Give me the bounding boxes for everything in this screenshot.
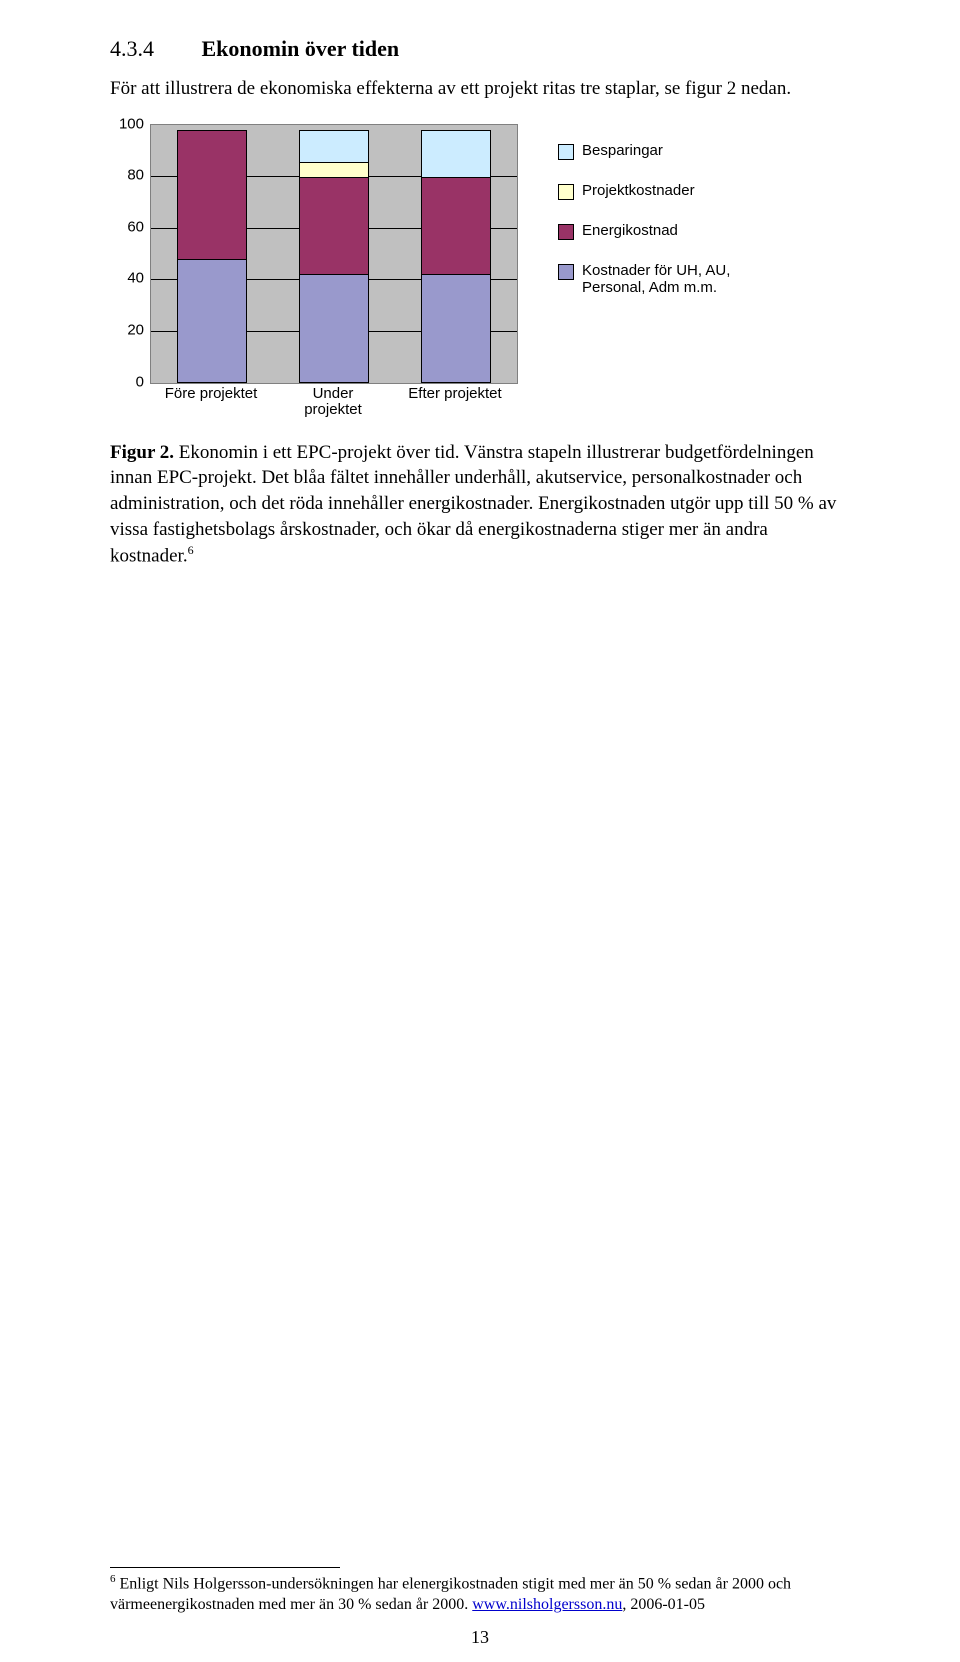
- legend-swatch: [558, 224, 574, 240]
- chart-container: 020406080100 Före projektetUnderprojekte…: [110, 124, 750, 414]
- x-axis-labels: Före projektetUnderprojektetEfter projek…: [150, 386, 518, 419]
- document-page: 4.3.4 Ekonomin över tiden För att illust…: [0, 0, 960, 1662]
- footnote-after-link: , 2006-01-05: [622, 1596, 705, 1613]
- legend-swatch: [558, 144, 574, 160]
- chart-legend: Besparingar Projektkostnader Energikostnad…: [558, 142, 748, 414]
- legend-item: Kostnader för UH, AU, Personal, Adm m.m.: [558, 262, 748, 297]
- bar-segment: [300, 162, 368, 177]
- figure-label: Figur 2.: [110, 442, 174, 463]
- chart-plot: 020406080100 Före projektetUnderprojekte…: [110, 124, 530, 414]
- x-axis-label: Underprojektet: [272, 386, 394, 419]
- legend-swatch: [558, 184, 574, 200]
- caption-footnote-ref: 6: [188, 543, 194, 557]
- y-tick-label: 0: [136, 373, 144, 390]
- bar-segment: [178, 131, 246, 259]
- section-number: 4.3.4: [110, 36, 154, 61]
- chart-bar: [421, 130, 491, 383]
- y-tick-label: 20: [127, 322, 144, 339]
- legend-label: Kostnader för UH, AU, Personal, Adm m.m.: [582, 262, 748, 297]
- bar-segment: [300, 131, 368, 162]
- bar-segment: [300, 177, 368, 274]
- y-axis: 020406080100: [110, 124, 150, 384]
- x-axis-label: Före projektet: [150, 386, 272, 419]
- chart-bar: [177, 130, 247, 383]
- legend-swatch: [558, 264, 574, 280]
- legend-label: Besparingar: [582, 142, 663, 159]
- y-tick-label: 80: [127, 167, 144, 184]
- legend-item: Energikostnad: [558, 222, 748, 240]
- figure-caption: Figur 2. Ekonomin i ett EPC-projekt över…: [110, 440, 850, 570]
- bar-segment: [422, 177, 490, 274]
- y-tick-label: 40: [127, 270, 144, 287]
- caption-text: Ekonomin i ett EPC-projekt över tid. Vän…: [110, 442, 836, 567]
- legend-item: Besparingar: [558, 142, 748, 160]
- chart-bar: [299, 130, 369, 383]
- bar-segment: [422, 131, 490, 177]
- legend-item: Projektkostnader: [558, 182, 748, 200]
- section-heading: 4.3.4 Ekonomin över tiden: [110, 36, 850, 62]
- section-title: Ekonomin över tiden: [202, 36, 400, 61]
- y-tick-label: 60: [127, 218, 144, 235]
- bar-segment: [178, 259, 246, 382]
- footnote-text: 6 Enligt Nils Holgersson-undersökningen …: [110, 1572, 850, 1616]
- footnote-separator: [110, 1567, 340, 1568]
- page-number: 13: [0, 1627, 960, 1648]
- footnote-link[interactable]: www.nilsholgersson.nu: [472, 1596, 622, 1613]
- x-axis-label: Efter projektet: [394, 386, 516, 419]
- legend-label: Energikostnad: [582, 222, 678, 239]
- bar-segment: [300, 274, 368, 382]
- legend-label: Projektkostnader: [582, 182, 695, 199]
- bar-segment: [422, 274, 490, 382]
- y-tick-label: 100: [119, 115, 144, 132]
- footnote-area: 6 Enligt Nils Holgersson-undersökningen …: [110, 1567, 850, 1616]
- plot-area: [150, 124, 518, 384]
- intro-paragraph: För att illustrera de ekonomiska effekte…: [110, 76, 850, 102]
